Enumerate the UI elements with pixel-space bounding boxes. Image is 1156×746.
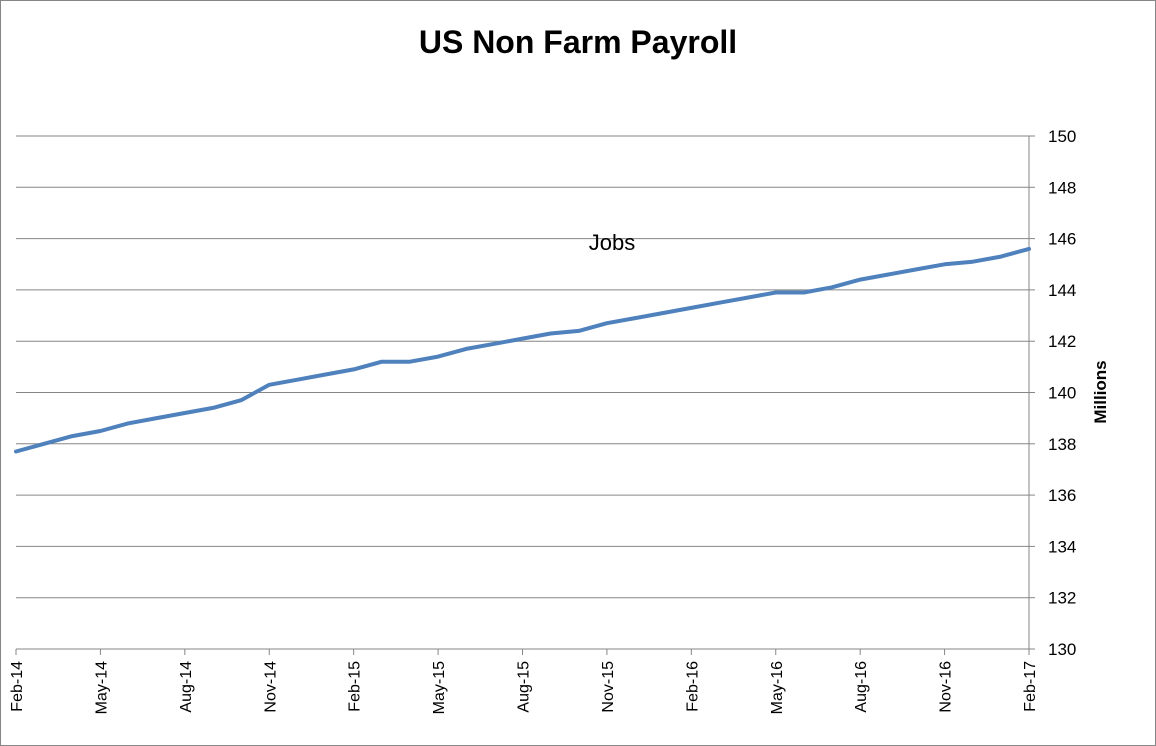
x-tick-label: Aug-14 [178, 661, 195, 713]
x-tick-label: Feb-17 [1022, 661, 1039, 712]
y-tick-label: 148 [1048, 178, 1076, 197]
x-tick-label: Nov-15 [600, 661, 617, 713]
x-tick-label: May-14 [93, 661, 110, 714]
series-annotation: Jobs [589, 230, 635, 255]
y-tick-label: 132 [1048, 589, 1076, 608]
x-tick-label: Feb-15 [347, 661, 364, 712]
x-tick-label: Aug-16 [853, 661, 870, 713]
series-layer [14, 246, 1031, 454]
y-tick-label: 140 [1048, 384, 1076, 403]
x-tick-label: Nov-14 [262, 661, 279, 713]
series-line [14, 246, 1031, 454]
x-tick-label: Nov-16 [938, 661, 955, 713]
gridlines [16, 135, 1029, 599]
x-tick-label: Feb-16 [684, 661, 701, 712]
chart-title: US Non Farm Payroll [419, 24, 737, 60]
x-tick-label: May-15 [431, 661, 448, 714]
y-tick-label: 136 [1048, 486, 1076, 505]
x-tick-label: Feb-14 [9, 661, 26, 712]
y-tick-label: 134 [1048, 537, 1076, 556]
y-axis-label: Millions [1091, 360, 1110, 423]
tick-labels: 130 132 134 136 138 140 142 144 146 148 150 Feb-14 M… [9, 127, 1076, 714]
axes [15, 135, 1035, 655]
y-tick-label: 142 [1048, 332, 1076, 351]
y-tick-label: 150 [1048, 127, 1076, 146]
x-tick-label: Aug-15 [516, 661, 533, 713]
y-tick-label: 144 [1048, 281, 1076, 300]
y-tick-label: 138 [1048, 435, 1076, 454]
x-tick-label: May-16 [769, 661, 786, 714]
y-tick-label: 130 [1048, 640, 1076, 659]
y-tick-label: 146 [1048, 230, 1076, 249]
